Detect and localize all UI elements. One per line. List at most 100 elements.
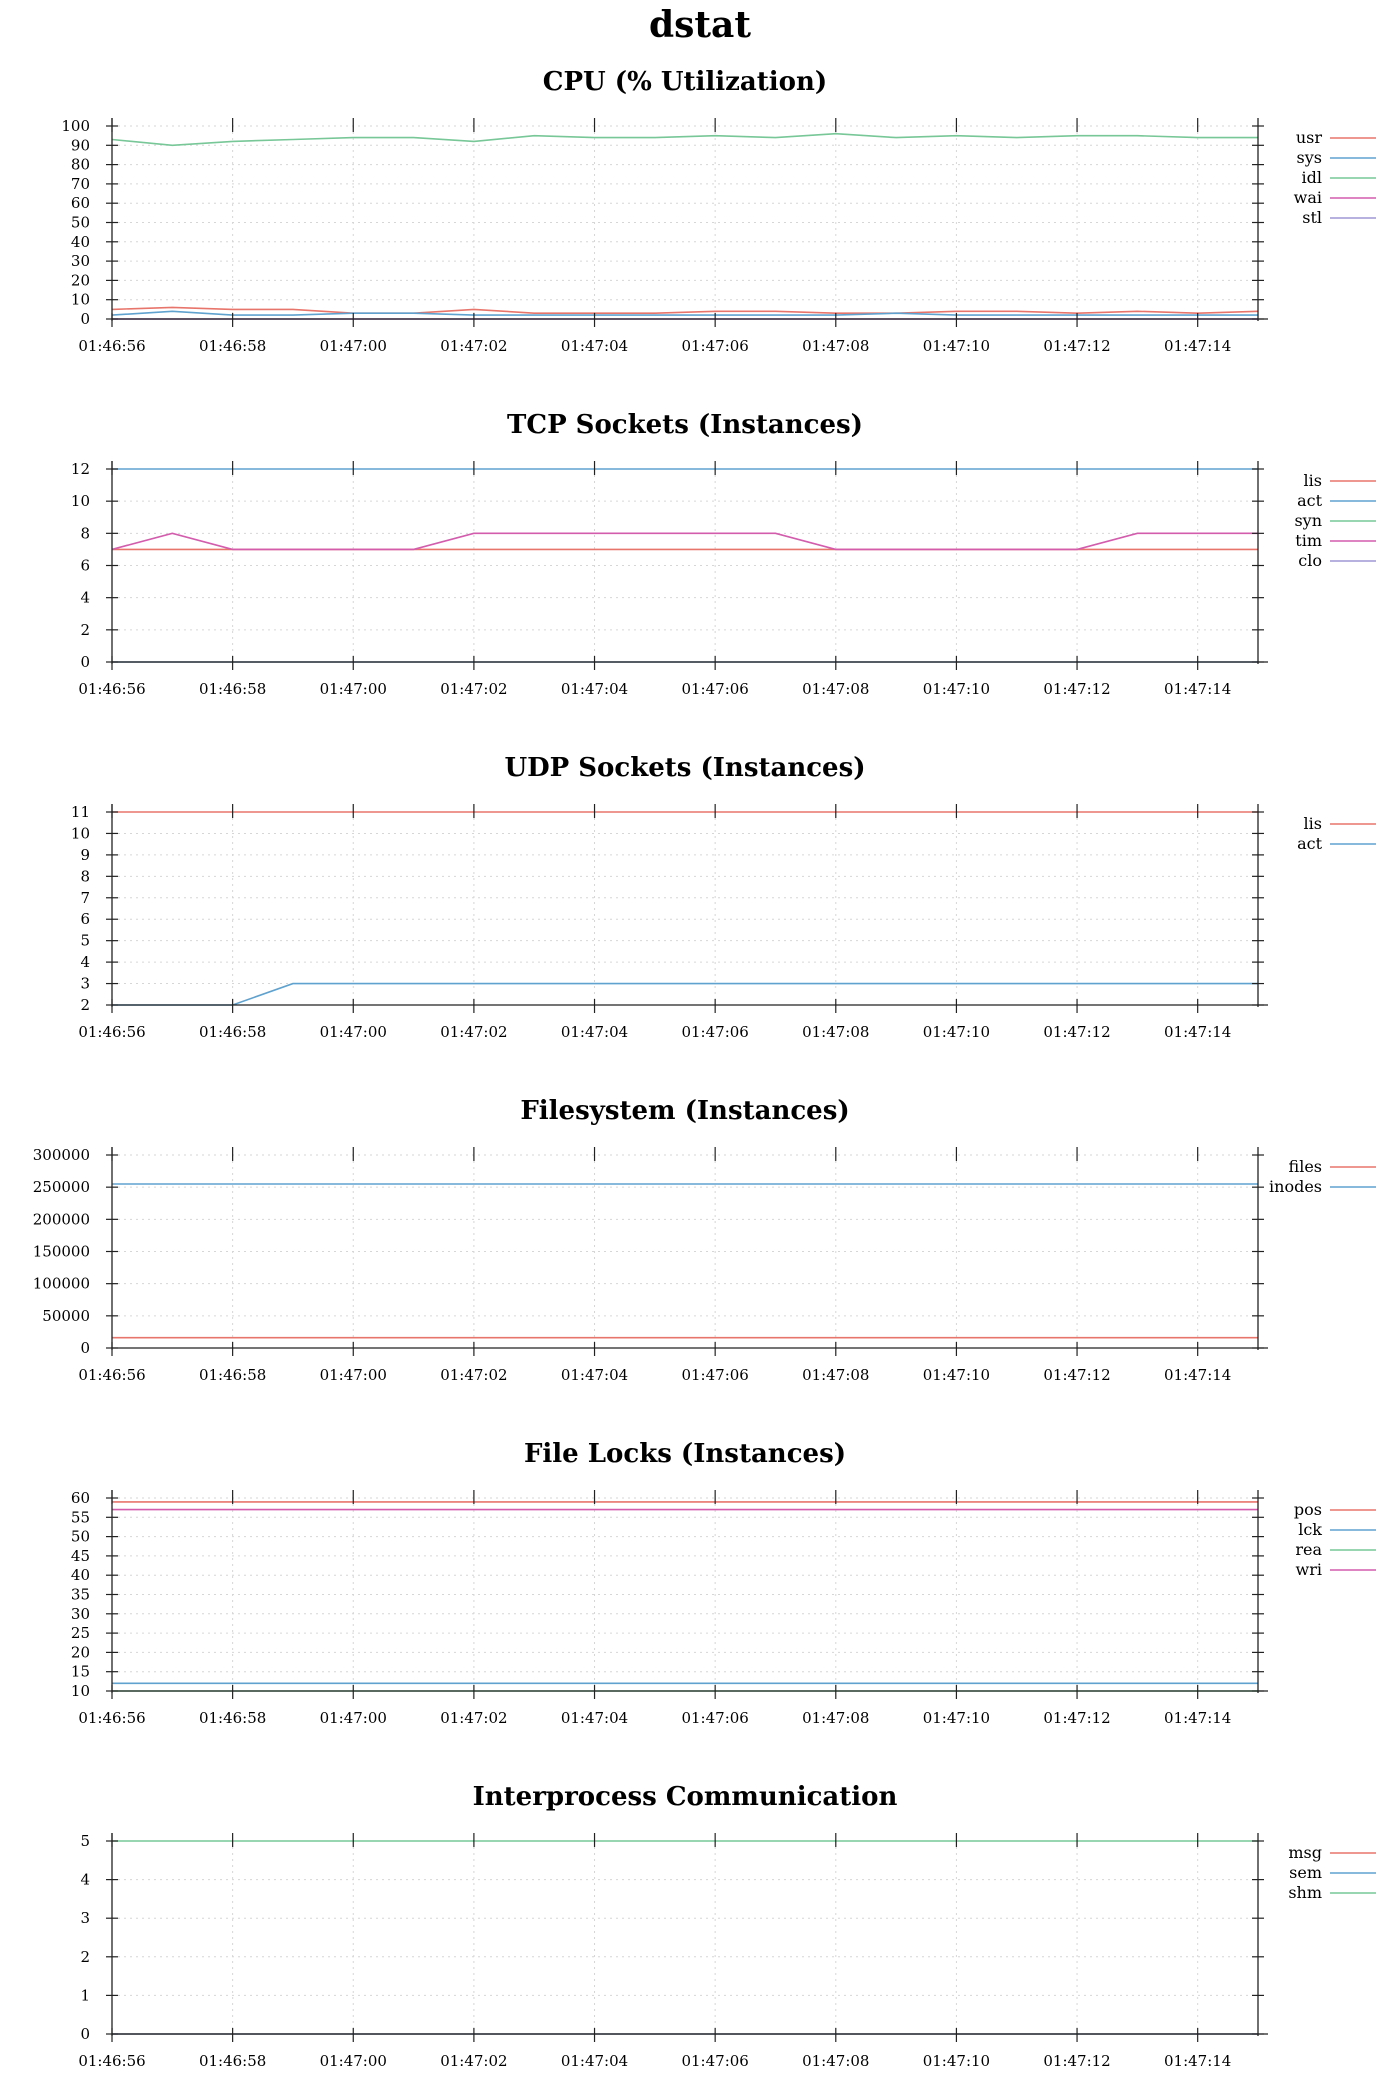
x-tick-label: 01:47:10 [923, 680, 990, 698]
y-tick-label: 250000 [33, 1178, 90, 1196]
y-tick-label: 35 [71, 1586, 90, 1604]
x-tick-label: 01:47:00 [320, 680, 387, 698]
y-tick-label: 50000 [42, 1307, 90, 1325]
x-tick-label: 01:47:08 [802, 337, 869, 355]
legend-label-msg: msg [1288, 1843, 1322, 1862]
x-tick-label: 01:47:04 [561, 1023, 628, 1041]
x-tick-label: 01:47:08 [802, 1709, 869, 1727]
legend-label-wai: wai [1294, 188, 1322, 207]
x-tick-label: 01:47:14 [1164, 680, 1231, 698]
y-tick-label: 0 [80, 2025, 90, 2043]
legend-label-act: act [1297, 834, 1323, 853]
y-tick-label: 40 [71, 233, 90, 251]
x-tick-label: 01:47:12 [1043, 337, 1110, 355]
x-tick-label: 01:47:02 [440, 1709, 507, 1727]
chart-title: Filesystem (Instances) [520, 1096, 849, 1126]
series-line-act [112, 982, 1258, 1006]
x-tick-label: 01:47:00 [320, 2052, 387, 2070]
y-tick-label: 80 [71, 156, 90, 174]
x-tick-label: 01:47:10 [923, 337, 990, 355]
x-tick-label: 01:47:10 [923, 1023, 990, 1041]
x-tick-label: 01:46:56 [78, 1023, 145, 1041]
legend-label-lis: lis [1304, 471, 1322, 490]
legend-label-lis: lis [1304, 814, 1322, 833]
y-tick-label: 100000 [33, 1275, 90, 1293]
y-tick-label: 8 [80, 524, 90, 542]
x-tick-label: 01:47:10 [923, 1709, 990, 1727]
legend-label-inodes: inodes [1269, 1177, 1322, 1196]
chart-tcp-sockets-instances: TCP Sockets (Instances) 01:46:56 01:46:58 0… [71, 410, 1376, 698]
legend-label-clo: clo [1298, 551, 1322, 570]
legend-label-usr: usr [1296, 128, 1323, 147]
x-tick-label: 01:47:14 [1164, 2052, 1231, 2070]
legend-label-idl: idl [1302, 168, 1322, 187]
legend-label-rea: rea [1295, 1540, 1322, 1559]
x-tick-label: 01:46:56 [78, 1366, 145, 1384]
chart-udp-sockets-instances: UDP Sockets (Instances) 01:46:56 01:46:58 0… [71, 753, 1376, 1041]
y-tick-label: 45 [71, 1547, 90, 1565]
y-tick-label: 8 [80, 867, 90, 885]
chart-title: File Locks (Instances) [524, 1439, 846, 1469]
x-tick-label: 01:46:58 [199, 337, 266, 355]
y-tick-label: 300000 [33, 1146, 90, 1164]
x-tick-label: 01:47:04 [561, 680, 628, 698]
y-tick-label: 25 [71, 1624, 90, 1642]
chart-file-locks-instances: File Locks (Instances) 01:46:56 01:46:58 01… [71, 1439, 1376, 1727]
y-tick-label: 4 [80, 953, 90, 971]
x-tick-label: 01:47:00 [320, 1023, 387, 1041]
x-tick-label: 01:46:58 [199, 1709, 266, 1727]
x-tick-label: 01:47:08 [802, 1023, 869, 1041]
x-tick-label: 01:47:12 [1043, 1709, 1110, 1727]
series-line-tim [111, 532, 1258, 551]
x-tick-label: 01:47:00 [320, 337, 387, 355]
legend-label-files: files [1289, 1157, 1322, 1176]
x-tick-label: 01:46:58 [199, 1366, 266, 1384]
series-line-sys [111, 310, 1258, 316]
x-tick-label: 01:47:06 [681, 680, 748, 698]
y-tick-label: 150000 [33, 1243, 90, 1261]
y-tick-label: 2 [80, 1948, 90, 1966]
y-tick-label: 4 [80, 1871, 90, 1889]
y-tick-label: 3 [80, 1909, 90, 1927]
y-tick-label: 100 [61, 117, 90, 135]
series-line-idl [111, 132, 1258, 147]
y-tick-label: 3 [80, 975, 90, 993]
x-tick-label: 01:47:12 [1043, 1366, 1110, 1384]
y-tick-label: 10 [71, 1682, 90, 1700]
x-tick-label: 01:47:02 [440, 337, 507, 355]
y-tick-label: 9 [80, 846, 90, 864]
x-tick-label: 01:46:56 [78, 680, 145, 698]
x-tick-label: 01:47:00 [320, 1709, 387, 1727]
chart-interprocess-communication: Interprocess Communication 01:46:56 01:46:… [78, 1782, 1376, 2070]
y-tick-label: 70 [71, 175, 90, 193]
y-tick-label: 0 [80, 653, 90, 671]
legend-label-wri: wri [1296, 1560, 1322, 1579]
y-tick-label: 12 [71, 460, 90, 478]
y-tick-label: 90 [71, 136, 90, 154]
x-tick-label: 01:47:04 [561, 1709, 628, 1727]
x-tick-label: 01:46:56 [78, 2052, 145, 2070]
x-tick-label: 01:47:06 [681, 1023, 748, 1041]
legend-label-act: act [1297, 491, 1323, 510]
y-tick-label: 6 [80, 557, 90, 575]
chart-filesystem-instances: Filesystem (Instances) 01:46:56 01:46:58 01… [33, 1096, 1376, 1384]
x-tick-label: 01:47:04 [561, 1366, 628, 1384]
x-tick-label: 01:47:06 [681, 1366, 748, 1384]
x-tick-label: 01:47:00 [320, 1366, 387, 1384]
y-tick-label: 20 [71, 1643, 90, 1661]
x-tick-label: 01:46:58 [199, 2052, 266, 2070]
legend-label-tim: tim [1295, 531, 1322, 550]
x-tick-label: 01:47:06 [681, 1709, 748, 1727]
y-tick-label: 0 [80, 310, 90, 328]
x-tick-label: 01:47:12 [1043, 2052, 1110, 2070]
x-tick-label: 01:47:10 [923, 1366, 990, 1384]
chart-title: Interprocess Communication [473, 1782, 898, 1812]
x-tick-label: 01:47:14 [1164, 1023, 1231, 1041]
y-tick-label: 60 [71, 194, 90, 212]
y-tick-label: 10 [71, 291, 90, 309]
legend-label-stl: stl [1302, 208, 1322, 227]
y-tick-label: 7 [80, 889, 90, 907]
page-title: dstat [648, 4, 752, 46]
y-tick-label: 2 [80, 996, 90, 1014]
